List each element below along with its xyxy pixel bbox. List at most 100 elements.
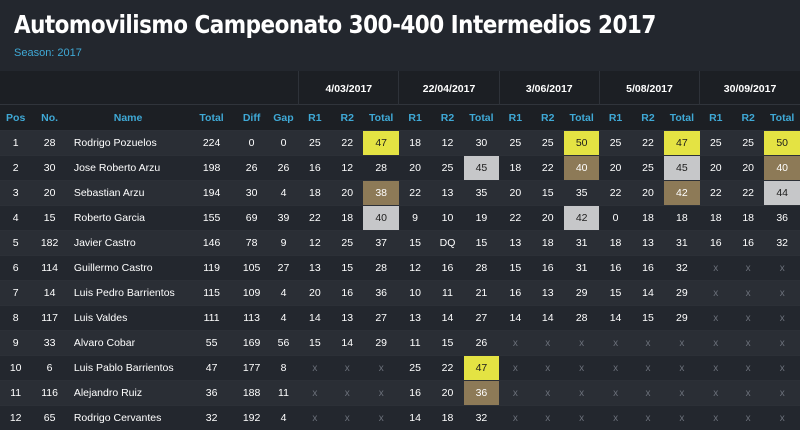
race-r1-cell: 22 (499, 206, 531, 231)
race-total-cell: x (664, 356, 699, 381)
race-total-cell: 42 (564, 206, 599, 231)
race-r1-cell: 12 (399, 256, 431, 281)
race-total-cell: 32 (764, 231, 800, 256)
race-r1-cell: 25 (399, 356, 431, 381)
race-date-3: 3/06/2017 (499, 71, 599, 105)
race-r2-cell: 16 (331, 281, 363, 306)
driver-name-cell: Rodrigo Cervantes (68, 406, 188, 430)
total-points-cell: 194 (188, 181, 235, 206)
col-header-gap: Gap (268, 105, 298, 131)
race-total-cell: 36 (764, 206, 800, 231)
race-total-cell: 42 (664, 181, 699, 206)
position-cell: 2 (0, 156, 31, 181)
col-header-r2: R2 (331, 105, 363, 131)
race-r2-cell: 20 (331, 181, 363, 206)
total-points-cell: 47 (188, 356, 235, 381)
gap-cell: 27 (268, 256, 298, 281)
race-r1-cell: 18 (499, 156, 531, 181)
race-total-cell: x (764, 306, 800, 331)
diff-cell: 30 (235, 181, 268, 206)
race-r1-cell: 14 (399, 406, 431, 430)
race-total-cell: 30 (464, 131, 499, 156)
race-total-cell: 40 (764, 156, 800, 181)
race-r1-cell: 25 (499, 131, 531, 156)
position-cell: 1 (0, 131, 31, 156)
position-cell: 6 (0, 256, 31, 281)
diff-cell: 177 (235, 356, 268, 381)
race-total-cell: 47 (464, 356, 499, 381)
race-r1-cell: 18 (599, 231, 631, 256)
race-r2-cell: 14 (632, 281, 664, 306)
race-r1-cell: 20 (499, 181, 531, 206)
col-header-r1: R1 (299, 105, 331, 131)
race-r2-cell: 20 (632, 181, 664, 206)
race-total-cell: 29 (363, 331, 398, 356)
driver-name-cell: Alvaro Cobar (68, 331, 188, 356)
race-r1-cell: 15 (299, 331, 331, 356)
race-total-cell: x (664, 406, 699, 430)
race-r1-cell: 15 (399, 231, 431, 256)
race-total-cell: x (764, 281, 800, 306)
race-date-2: 22/04/2017 (399, 71, 499, 105)
standings-table: 4/03/2017 22/04/2017 3/06/2017 5/08/2017… (0, 71, 800, 430)
race-date-header-row: 4/03/2017 22/04/2017 3/06/2017 5/08/2017… (0, 71, 800, 105)
race-r2-cell: 16 (431, 256, 463, 281)
race-r2-cell: 20 (732, 156, 764, 181)
race-r2-cell: x (732, 306, 764, 331)
race-total-cell: 44 (764, 181, 800, 206)
race-r1-cell: 18 (299, 181, 331, 206)
gap-cell: 4 (268, 406, 298, 430)
car-number-cell: 182 (31, 231, 67, 256)
race-r1-cell: 25 (299, 131, 331, 156)
race-total-cell: 47 (664, 131, 699, 156)
race-total-cell: 19 (464, 206, 499, 231)
car-number-cell: 28 (31, 131, 67, 156)
gap-cell: 8 (268, 356, 298, 381)
race-r2-cell: 18 (732, 206, 764, 231)
race-r2-cell: x (331, 406, 363, 430)
race-total-cell: 28 (363, 256, 398, 281)
race-r1-cell: 20 (599, 156, 631, 181)
race-r1-cell: 0 (599, 206, 631, 231)
race-r1-cell: 16 (499, 281, 531, 306)
race-r2-cell: 13 (632, 231, 664, 256)
race-r1-cell: x (299, 406, 331, 430)
race-total-cell: 29 (664, 306, 699, 331)
position-cell: 4 (0, 206, 31, 231)
diff-cell: 69 (235, 206, 268, 231)
race-total-cell: 28 (464, 256, 499, 281)
car-number-cell: 33 (31, 331, 67, 356)
race-r2-cell: x (732, 356, 764, 381)
race-total-cell: 36 (363, 281, 398, 306)
race-r1-cell: 14 (299, 306, 331, 331)
race-r2-cell: x (632, 331, 664, 356)
race-r1-cell: 20 (299, 281, 331, 306)
race-total-cell: x (764, 256, 800, 281)
race-r2-cell: 18 (331, 206, 363, 231)
race-r1-cell: 13 (499, 231, 531, 256)
race-r2-cell: 20 (431, 381, 463, 406)
race-r2-cell: x (331, 356, 363, 381)
race-total-cell: x (564, 381, 599, 406)
race-r1-cell: 20 (399, 156, 431, 181)
gap-cell: 39 (268, 206, 298, 231)
total-points-cell: 146 (188, 231, 235, 256)
col-header-r1: R1 (499, 105, 531, 131)
race-total-cell: x (363, 381, 398, 406)
col-header-diff: Diff (235, 105, 268, 131)
driver-name-cell: Jose Roberto Arzu (68, 156, 188, 181)
race-total-cell: 40 (363, 206, 398, 231)
page-title: Automovilismo Campeonato 300-400 Interme… (14, 10, 656, 39)
race-r2-cell: 12 (431, 131, 463, 156)
race-total-cell: 45 (464, 156, 499, 181)
race-r1-cell: x (700, 306, 732, 331)
race-r1-cell: x (700, 381, 732, 406)
race-total-cell: 31 (564, 256, 599, 281)
race-r2-cell: 15 (431, 331, 463, 356)
race-r1-cell: 22 (399, 181, 431, 206)
